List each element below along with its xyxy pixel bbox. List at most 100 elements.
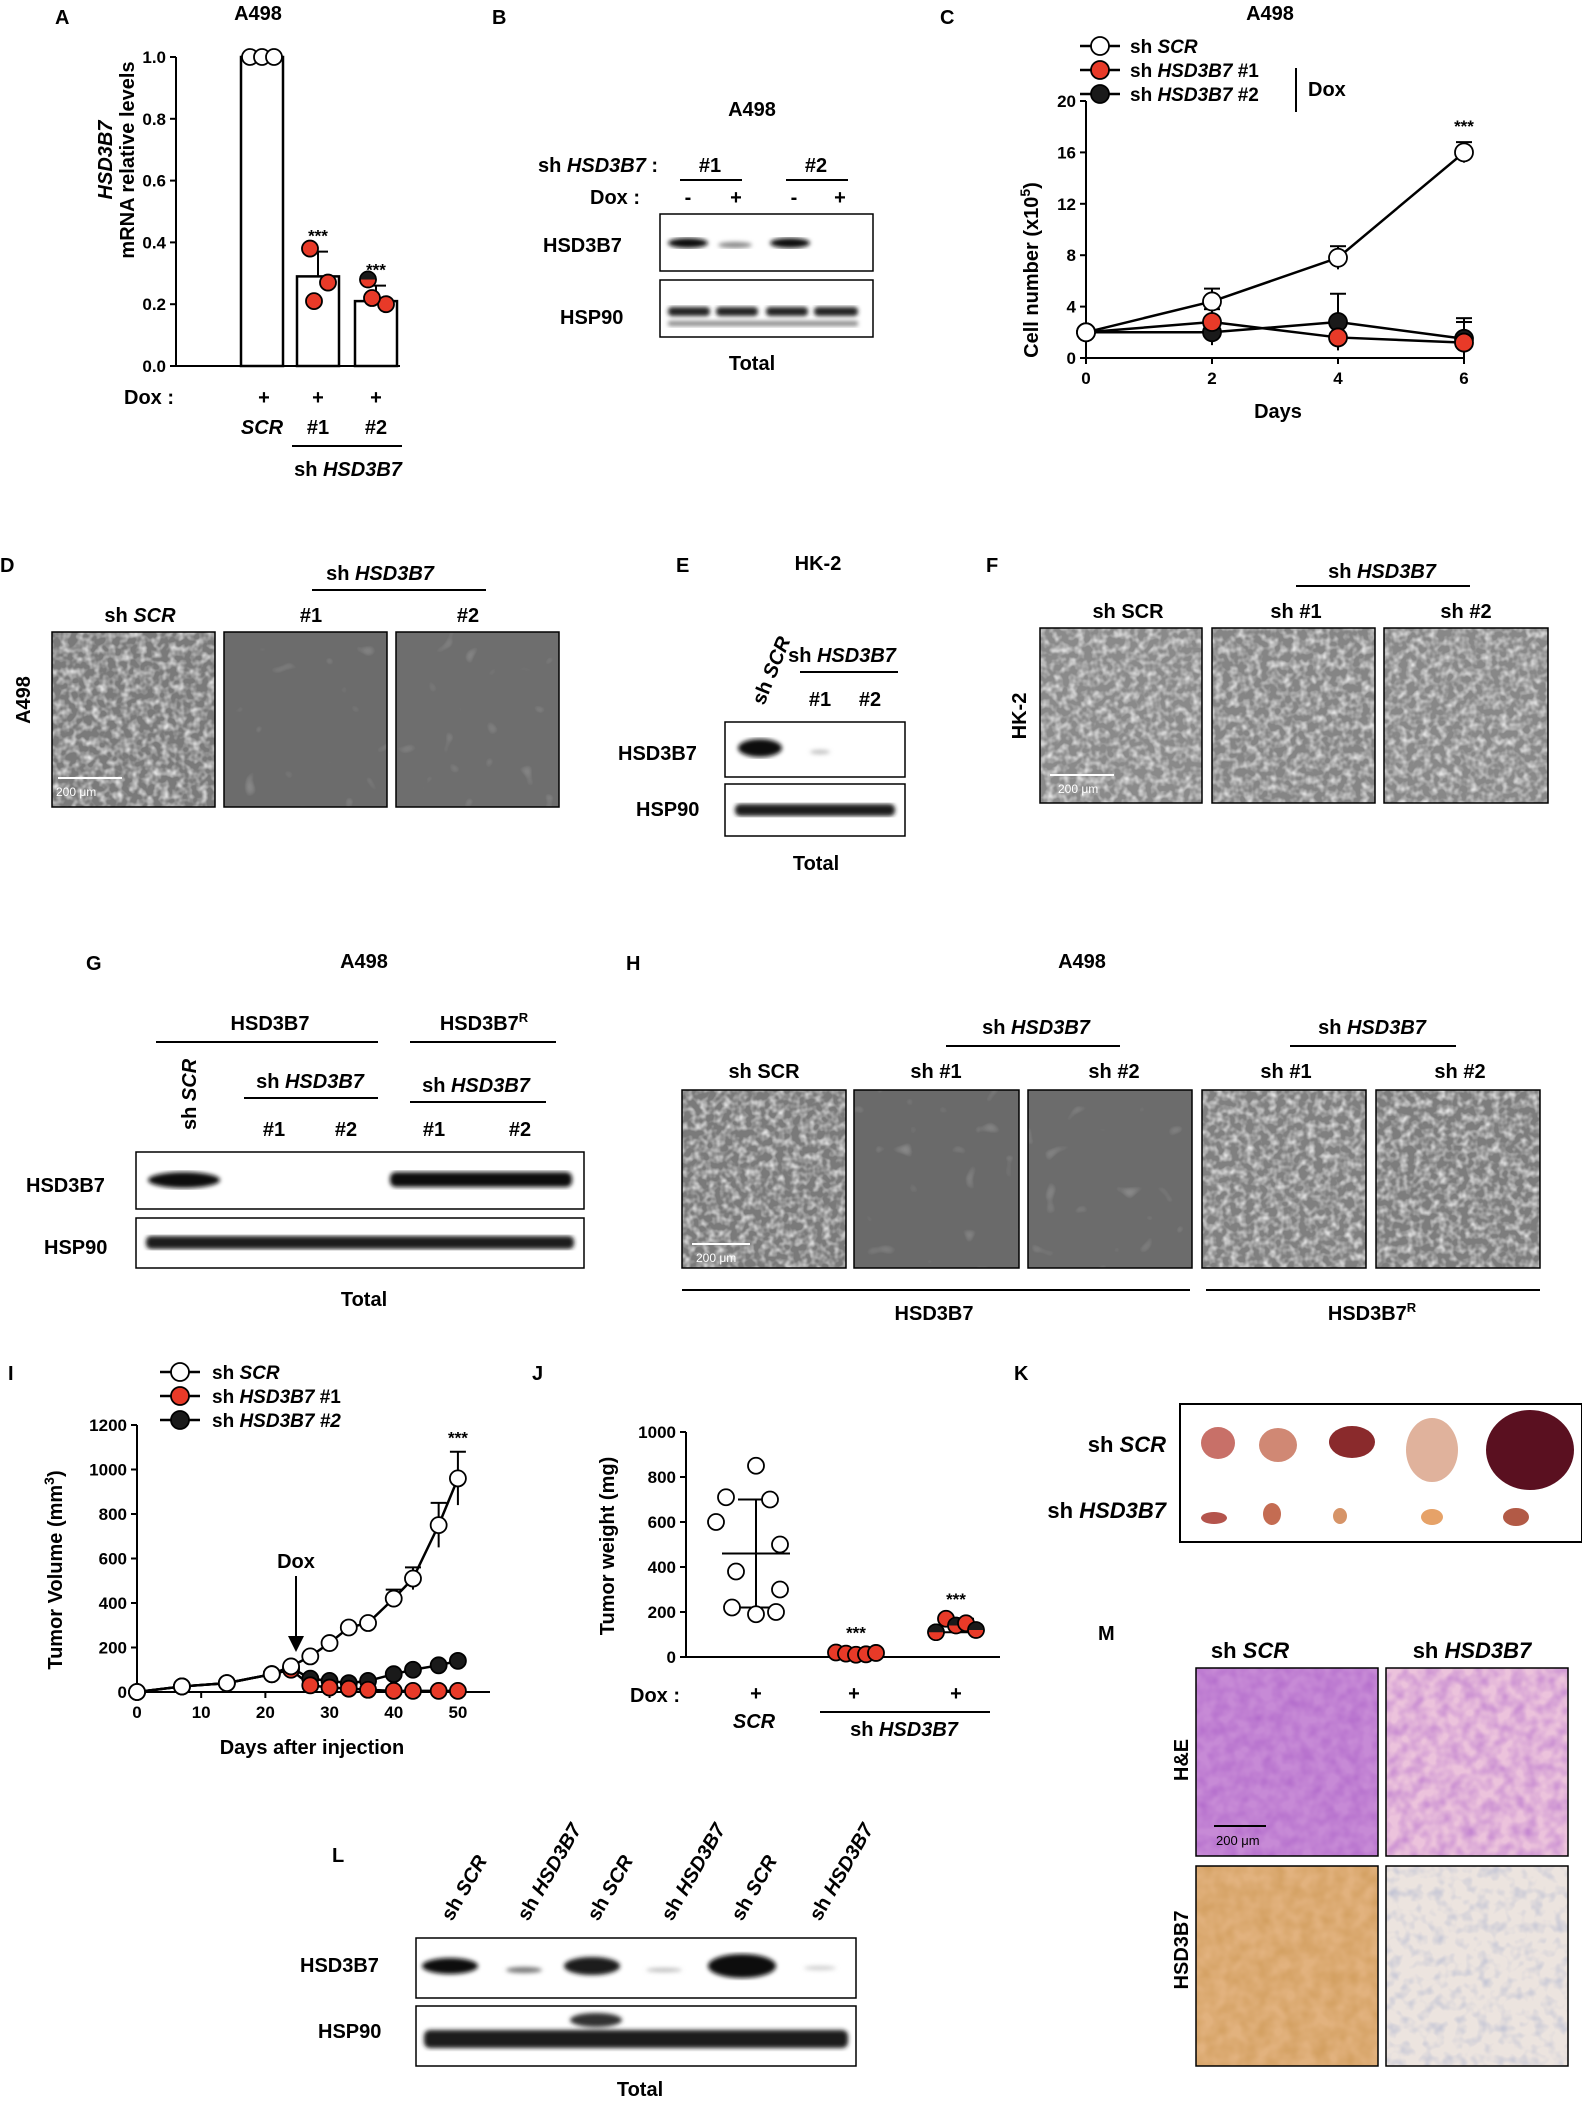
panel-h-col-1: sh #1 (910, 1061, 961, 1083)
panel-l-lane-gene: HSD3B7 (528, 1819, 587, 1899)
panel-i-legend-marker (170, 1386, 190, 1406)
panel-g-row-hsd3b7: HSD3B7 (26, 1175, 105, 1197)
panel-c-significance: *** (1454, 117, 1474, 136)
panel-d-scale-label: 200 μm (56, 785, 96, 799)
panel-a-ylabel: mRNA relative levels (117, 61, 139, 258)
panel-letter-b: B (492, 7, 506, 29)
panel-a-plus-3: + (370, 387, 382, 409)
panel-h: H A498 sh HSD3B7 sh HSD3B7 sh SCR sh #1 … (626, 951, 1541, 1325)
panel-j-point-top (928, 1624, 944, 1633)
panel-i-point (301, 1676, 320, 1695)
panel-b-lane-1: #1 (699, 155, 721, 177)
panel-i-x-tick-label: 0 (132, 1703, 141, 1722)
panel-g-group-2: HSD3B7R (440, 1010, 529, 1035)
panel-e-lane-1: #1 (809, 689, 831, 711)
panel-a-y-tick-label: 1.0 (142, 48, 166, 67)
chart-j: 0 200 400 600 800 1000 *** *** (638, 1423, 1000, 1667)
panel-j-plus-2: + (848, 1683, 860, 1705)
panel-f-side-label: HK-2 (1009, 693, 1031, 740)
panel-a-point (363, 289, 381, 307)
panel-c-legend-gene: HSD3B7 (1157, 85, 1233, 106)
panel-a-y-tick-label: 0.8 (142, 110, 166, 129)
panel-j-y-tick-label: 200 (648, 1603, 676, 1622)
panel-l-lane-label: sh SCR (583, 1851, 638, 1924)
panel-b-dox-label: Dox : (590, 187, 640, 209)
panel-b-row-hsd3b7: HSD3B7 (543, 235, 622, 257)
panel-i-legend-gene: HSD3B7 (239, 1387, 315, 1408)
panel-c-ylabel: Cell number (x105) (1017, 182, 1043, 358)
panel-h-group-1: sh HSD3B7 (982, 1017, 1091, 1039)
panel-e-footer: Total (793, 853, 839, 875)
panel-l-row-hsd3b7: HSD3B7 (300, 1955, 379, 1977)
panel-g-group-1: HSD3B7 (231, 1013, 310, 1035)
panel-l-bands-hsd3b7 (422, 1954, 836, 1978)
panel-j-cat-scr: SCR (733, 1711, 776, 1733)
panel-f-group: sh HSD3B7 (1328, 561, 1437, 583)
panel-k-tumors-hsd3b7 (1201, 1503, 1529, 1526)
panel-i-y-tick-label: 0 (118, 1683, 127, 1702)
panel-letter-d: D (0, 555, 14, 577)
panel-i-legend-post: #1 (314, 1387, 341, 1408)
panel-a-cat-1: #1 (307, 417, 329, 439)
panel-i-legend-marker (170, 1362, 190, 1382)
panel-i-point (173, 1677, 191, 1696)
panel-b-dox-1: - (685, 187, 692, 209)
panel-g-footer: Total (341, 1289, 387, 1311)
panel-j-point (767, 1603, 785, 1621)
panel-j-point (727, 1562, 745, 1581)
panel-h-group-2: sh HSD3B7 (1318, 1017, 1427, 1039)
panel-c-x-tick-label: 4 (1333, 369, 1343, 388)
panel-c-y-tick-label: 16 (1057, 143, 1076, 162)
panel-f-micrographs: 200 μm (1039, 627, 1549, 804)
panel-l-lane-gene: HSD3B7 (820, 1819, 879, 1899)
panel-a-title: A498 (234, 3, 282, 25)
panel-m: M sh SCR sh HSD3B7 H&E HSD3B7 200 μm (1098, 1623, 1569, 2067)
panel-letter-a: A (55, 7, 69, 29)
panel-j-point (967, 1621, 985, 1639)
panel-d-col-scr: sh SCR (104, 605, 176, 627)
panel-m-histology: 200 μm (1195, 1667, 1569, 2067)
panel-letter-k: K (1014, 1363, 1029, 1385)
panel-g-lane-4: #2 (509, 1119, 531, 1141)
panel-m-row-he: H&E (1171, 1739, 1193, 1781)
panel-l-row-hsp90: HSP90 (318, 2021, 381, 2043)
panel-i-xlabel: Days after injection (220, 1737, 405, 1759)
panel-f: F sh HSD3B7 sh SCR sh #1 sh #2 HK-2 200 … (986, 555, 1549, 804)
panel-h-scale-label: 200 μm (696, 1251, 736, 1265)
panel-h-col-scr: sh SCR (728, 1061, 800, 1083)
panel-c-legend-marker (1090, 60, 1110, 80)
panel-h-micrographs: 200 μm (681, 1089, 1541, 1269)
panel-i-point (404, 1660, 422, 1679)
panel-c-legend-gene: HSD3B7 (1157, 61, 1233, 82)
panel-m-col-scr: sh SCR (1211, 1638, 1289, 1663)
panel-e-title: HK-2 (795, 553, 842, 575)
panel-c-legend-pre: sh (1130, 85, 1157, 106)
panel-letter-i: I (8, 1363, 14, 1385)
panel-j-plus-1: + (750, 1683, 762, 1705)
panel-k-tumors-scr (1201, 1410, 1574, 1490)
chart-a: 0.00.20.40.60.81.0****** (142, 48, 400, 376)
panel-letter-h: H (626, 953, 640, 975)
panel-i-legend-gene: HSD3B7 #2 (239, 1411, 341, 1432)
panel-c-legend-pre: sh (1130, 61, 1157, 82)
panel-e-group: sh HSD3B7 (788, 645, 897, 667)
panel-letter-m: M (1098, 1623, 1115, 1645)
panel-i-point (339, 1679, 358, 1698)
panel-letter-c: C (940, 7, 954, 29)
panel-h-bottom-2: HSD3B7R (1328, 1300, 1417, 1325)
panel-j-y-tick-label: 1000 (638, 1423, 676, 1442)
panel-i-point (404, 1569, 422, 1588)
panel-a-y-tick-label: 0.6 (142, 172, 166, 191)
panel-j-group-label: sh HSD3B7 (850, 1719, 959, 1741)
panel-c-y-tick-label: 12 (1057, 195, 1076, 214)
panel-c-legend-marker (1090, 36, 1110, 56)
chart-c: 0 4 8 12 16 20 0 2 4 6 *** (1057, 92, 1474, 388)
panel-letter-e: E (676, 555, 689, 577)
panel-i-x-tick-label: 30 (320, 1703, 339, 1722)
panel-e: E HK-2 sh SCR sh HSD3B7 #1 #2 HSD3B7 HSP… (618, 553, 906, 875)
panel-c-legend-marker (1090, 84, 1110, 104)
panel-g-sub-1: sh HSD3B7 (256, 1071, 365, 1093)
panel-l-lane-gene: SCR (742, 1851, 782, 1899)
